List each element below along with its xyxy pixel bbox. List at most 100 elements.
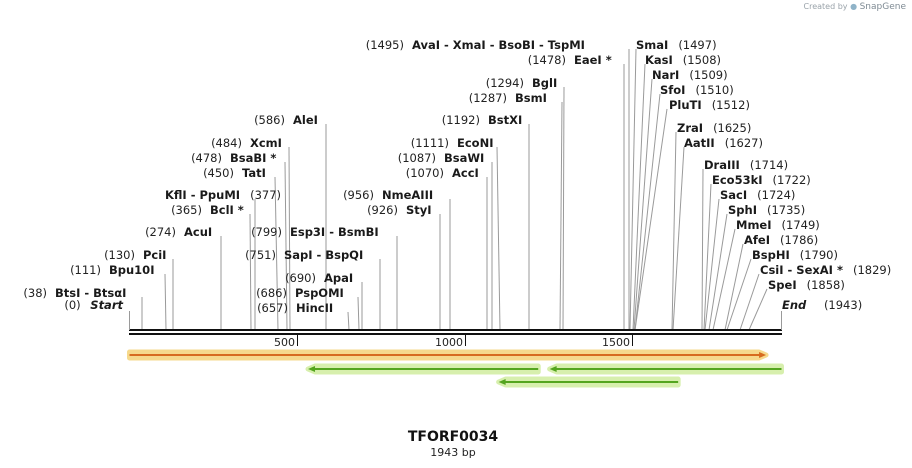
orf-reverse-c-arrow[interactable]: [498, 379, 679, 385]
site-position-label: (130): [104, 248, 135, 262]
site-label: DraIII (1714): [704, 158, 788, 172]
site-label: MmeI (1749): [736, 218, 820, 232]
site-label: AatII (1627): [684, 136, 763, 150]
site-position-label: (586): [254, 113, 285, 127]
site-name: CsiI - SexAI *: [760, 263, 843, 277]
site-position-label: (111): [70, 263, 101, 277]
site-position: (586): [254, 113, 285, 127]
site-label: SpeI (1858): [768, 278, 845, 292]
site-name: NarI: [652, 68, 679, 82]
site-position: (1627): [725, 136, 763, 150]
site-position-label: (956): [343, 188, 374, 202]
site-name: SacI: [720, 188, 747, 202]
site-position: (1724): [757, 188, 795, 202]
site-position: (1510): [695, 83, 733, 97]
site-label: SapI - BspQI: [284, 248, 363, 262]
site-position: (686): [256, 286, 287, 300]
site-position: (1722): [773, 173, 811, 187]
site-position: (1192): [442, 113, 480, 127]
site-label: BtsI - BtsαI: [55, 286, 126, 300]
site-position: (478): [191, 151, 222, 165]
site-position: (1111): [411, 136, 449, 150]
snapgene-watermark: Created by ● SnapGene: [804, 2, 907, 12]
site-name: BglI: [532, 76, 557, 90]
site-position: (1497): [678, 38, 716, 52]
site-label: TatI: [242, 166, 266, 180]
cut-site-lines: [141, 48, 768, 331]
site-name: SmaI: [636, 38, 668, 52]
site-label: SphI (1735): [728, 203, 805, 217]
site-name: BspHI: [752, 248, 790, 262]
site-position-label: (478): [191, 151, 222, 165]
site-name: ZraI: [677, 121, 703, 135]
site-position-label: (751): [245, 248, 276, 262]
site-name: Esp3I - BsmBI: [290, 225, 379, 239]
site-position-label: (690): [285, 271, 316, 285]
site-label: BsaBI *: [230, 151, 276, 165]
site-label: HincII: [296, 301, 333, 315]
site-label: NmeAIII: [382, 188, 433, 202]
site-label: BglI: [532, 76, 557, 90]
site-position-label: (657): [257, 301, 288, 315]
site-name: BclI *: [210, 203, 244, 217]
site-position: (130): [104, 248, 135, 262]
site-label: PspOMI: [295, 286, 344, 300]
orf-reverse-b-arrow[interactable]: [549, 366, 782, 372]
site-position: (1829): [853, 263, 891, 277]
site-position: (956): [343, 188, 374, 202]
site-label: StyI: [406, 203, 432, 217]
site-name: XcmI: [250, 136, 282, 150]
site-name: AcuI: [184, 225, 212, 239]
site-label: KasI (1508): [645, 53, 721, 67]
start-position: (0): [64, 298, 80, 312]
site-name: AatII: [684, 136, 715, 150]
site-position-label: (1478): [528, 53, 566, 67]
site-position: (1508): [683, 53, 721, 67]
site-name: KflI - PpuMI: [165, 188, 240, 202]
site-position: (1714): [750, 158, 788, 172]
site-position: (38): [23, 286, 47, 300]
orf-reverse-a-arrow[interactable]: [308, 366, 539, 372]
site-label: Eco53kI (1722): [712, 173, 811, 187]
site-name: SapI - BspQI: [284, 248, 363, 262]
site-position-label: (1111): [411, 136, 449, 150]
site-label: BclI *: [210, 203, 244, 217]
site-label: AcuI: [184, 225, 212, 239]
site-label: BsmI: [515, 91, 547, 105]
site-name: PciI: [143, 248, 166, 262]
site-label: CsiI - SexAI * (1829): [760, 263, 891, 277]
site-label: XcmI: [250, 136, 282, 150]
site-position: (1070): [406, 166, 444, 180]
tick-label-1500: 1500: [602, 336, 630, 349]
orf-forward-arrow[interactable]: [129, 352, 767, 358]
site-label: AfeI (1786): [744, 233, 818, 247]
site-label: EaeI *: [574, 53, 612, 67]
tick-label-500: 500: [274, 336, 295, 349]
site-label: SacI (1724): [720, 188, 795, 202]
site-label: KflI - PpuMI (377): [165, 188, 281, 202]
site-position-label: (1070): [406, 166, 444, 180]
site-label: BsaWI: [444, 151, 484, 165]
snapgene-logo-icon: ●: [850, 2, 858, 11]
site-name: Eco53kI: [712, 173, 763, 187]
site-name: BsmI: [515, 91, 547, 105]
site-label: PluTI (1512): [669, 98, 750, 112]
site-position: (1495): [366, 38, 404, 52]
site-position: (690): [285, 271, 316, 285]
site-name: SfoI: [660, 83, 685, 97]
site-name: BtsI - BtsαI: [55, 286, 126, 300]
site-name: PluTI: [669, 98, 702, 112]
start-name: Start: [90, 298, 123, 312]
site-position: (274): [145, 225, 176, 239]
site-position: (1509): [689, 68, 727, 82]
site-label: AvaI - XmaI - BsoBI - TspMI: [412, 38, 585, 52]
site-position: (111): [70, 263, 101, 277]
site-name: SpeI: [768, 278, 797, 292]
site-position-label: (484): [211, 136, 242, 150]
site-name: EcoNI: [457, 136, 493, 150]
site-position: (365): [171, 203, 202, 217]
site-position: (1786): [780, 233, 818, 247]
site-name: EaeI *: [574, 53, 612, 67]
site-name: KasI: [645, 53, 673, 67]
site-name: SphI: [728, 203, 757, 217]
